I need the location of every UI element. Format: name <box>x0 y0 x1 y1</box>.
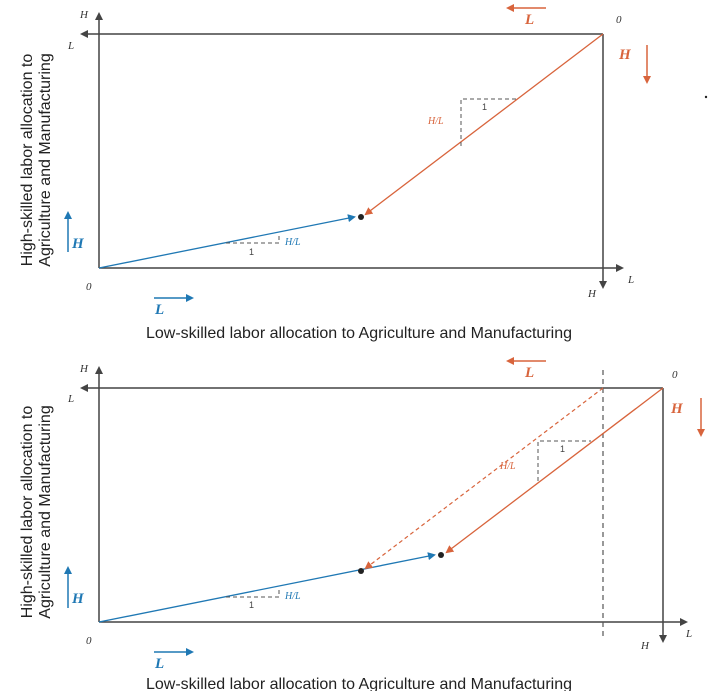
blue-slope-triangle <box>226 233 280 244</box>
blue-H-label: H <box>71 236 85 252</box>
blue-L-label: L <box>154 656 164 672</box>
orange-slope-one: 1 <box>482 102 487 112</box>
blue-slope-one: 1 <box>249 600 254 610</box>
orange-H-label: H <box>670 401 684 417</box>
blue-H-label: H <box>71 591 85 607</box>
orange-L-label: L <box>524 365 534 381</box>
blue-slope-one: 1 <box>249 247 254 257</box>
blue-ratio-label: H/L <box>284 591 301 602</box>
panel-top: H L 0 L H 0 1 H/L 1 H/L H L L H Low-s <box>19 4 708 342</box>
blue-L-label: L <box>154 302 164 318</box>
orange-H-label: H <box>618 47 632 63</box>
y-axis-title-line1: High-skilled labor allocation to <box>19 54 36 267</box>
x-axis-title: Low-skilled labor allocation to Agricult… <box>146 676 572 691</box>
stray-dot <box>704 95 708 99</box>
equilibrium-point <box>358 214 364 220</box>
agriculture-expansion-path <box>98 552 436 623</box>
old-equilibrium-point <box>358 568 364 574</box>
y-axis-title-line1: High-skilled labor allocation to <box>19 406 36 619</box>
x-axis-title: Low-skilled labor allocation to Agricult… <box>146 325 572 342</box>
orange-ratio-label: H/L <box>499 461 516 472</box>
Hm-corner-label: H <box>640 640 650 652</box>
old-manufacturing-path <box>364 387 604 570</box>
La-top-label: L <box>67 393 74 405</box>
orange-L-label: L <box>524 12 534 28</box>
La-top-label: L <box>67 40 74 52</box>
manufacturing-expansion-path <box>364 33 604 216</box>
La-corner-label: L <box>627 274 634 286</box>
blue-ratio-label: H/L <box>284 237 301 248</box>
orange-ratio-label: H/L <box>427 116 444 127</box>
panel-bottom: H L 0 L H 0 1 H/L 1 H/L H L L H L <box>19 357 705 691</box>
Ha-axis-label: H <box>79 9 89 21</box>
Oa-origin-label: 0 <box>86 635 92 647</box>
blue-slope-triangle <box>226 587 280 598</box>
orange-slope-triangle <box>460 98 516 146</box>
Om-origin-label: 0 <box>616 14 622 26</box>
Om-origin-label: 0 <box>672 369 678 381</box>
La-corner-label: L <box>685 628 692 640</box>
y-axis-title-line2: Agriculture and Manufacturing <box>37 53 54 266</box>
y-axis-title-line2: Agriculture and Manufacturing <box>37 405 54 618</box>
Ha-axis-label: H <box>79 363 89 375</box>
orange-slope-one: 1 <box>560 444 565 454</box>
Oa-origin-label: 0 <box>86 281 92 293</box>
new-equilibrium-point <box>438 552 444 558</box>
Hm-corner-label: H <box>587 288 597 300</box>
manufacturing-expansion-path <box>445 387 664 554</box>
